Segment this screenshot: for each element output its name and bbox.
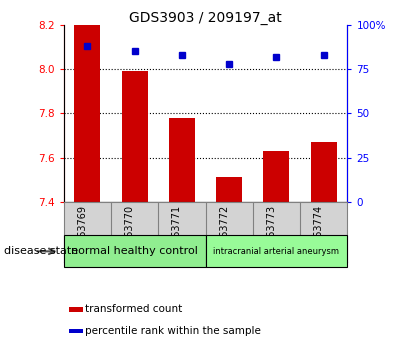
Bar (64, 235, 206, 267)
Text: GSM663771: GSM663771 (172, 205, 182, 264)
Bar (206, 235, 347, 267)
Text: GSM663772: GSM663772 (219, 205, 229, 264)
Text: GSM663769: GSM663769 (77, 205, 87, 264)
Bar (69, 329, 83, 333)
Text: GSM663770: GSM663770 (125, 205, 135, 264)
Text: transformed count: transformed count (85, 304, 182, 314)
Text: GSM663773: GSM663773 (266, 205, 276, 264)
Bar (263, 151, 289, 202)
Bar (216, 177, 242, 202)
Text: percentile rank within the sample: percentile rank within the sample (85, 326, 261, 336)
Text: intracranial arterial aneurysm: intracranial arterial aneurysm (213, 247, 339, 256)
Text: normal healthy control: normal healthy control (71, 246, 198, 256)
Bar (69, 307, 83, 312)
Text: GDS3903 / 209197_at: GDS3903 / 209197_at (129, 11, 282, 25)
Text: GSM663774: GSM663774 (314, 205, 324, 264)
Text: disease state: disease state (4, 246, 78, 256)
Bar (122, 71, 148, 202)
Bar (169, 118, 195, 202)
Bar (74, 25, 100, 202)
Bar (311, 142, 337, 202)
